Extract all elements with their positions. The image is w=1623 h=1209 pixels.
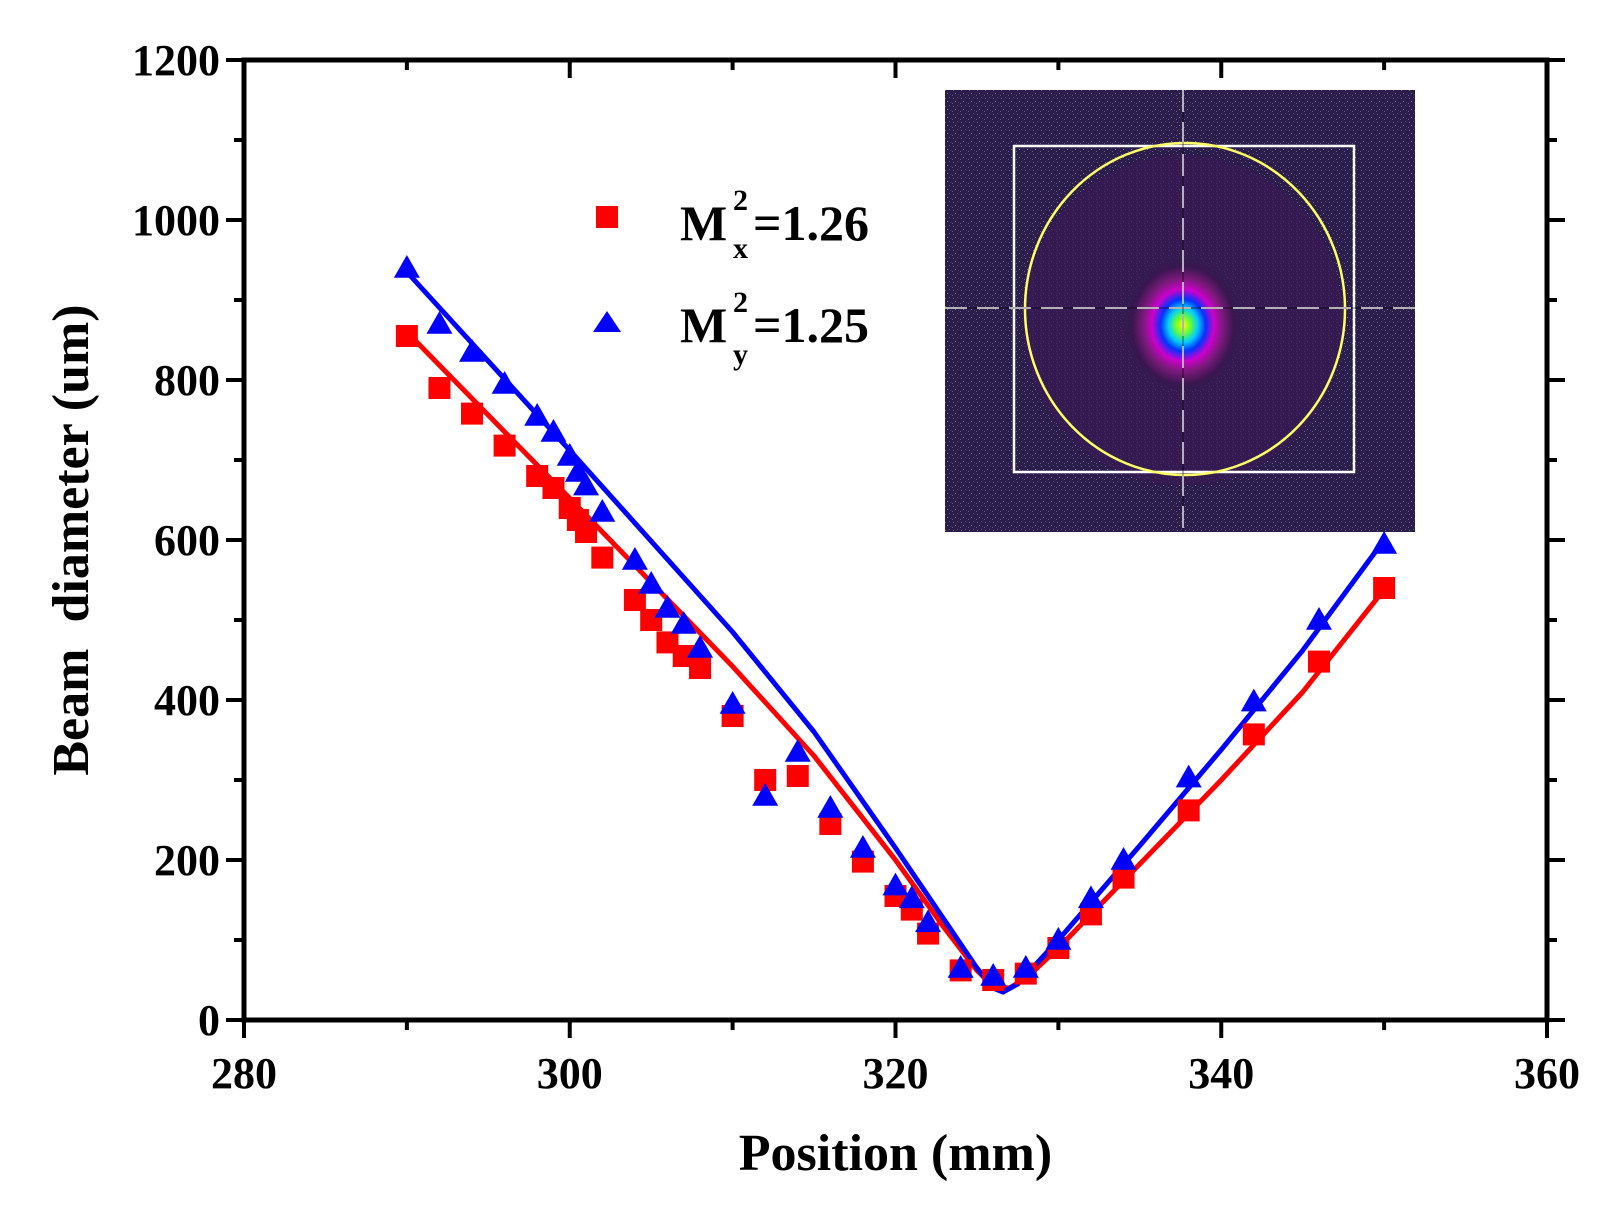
legend-value-y: =1.25 [753,297,869,353]
data-point-y [621,547,648,570]
legend-sub-y: y [733,338,748,371]
data-point-x [428,377,451,399]
data-point-x [623,589,646,611]
data-point-y [915,909,942,933]
data-point-x [754,769,777,791]
data-point-x [461,402,484,425]
y-tick-label: 1000 [132,196,220,245]
data-point-x [1307,650,1330,673]
data-point-y [752,783,779,806]
x-tick-label: 320 [863,1049,929,1098]
data-point-y [1305,607,1332,630]
data-point-y [1012,955,1039,978]
data-point-x [1242,723,1265,746]
x-tick-label: 340 [1188,1049,1254,1098]
legend-sup-y: 2 [733,286,748,319]
data-point-y [1110,847,1137,870]
x-tick-label: 360 [1514,1049,1580,1098]
legend-marker-x [596,206,618,228]
data-point-y [817,795,844,818]
data-point-x [1112,866,1135,889]
data-point-y [1371,531,1398,554]
data-point-y [540,419,567,442]
data-point-x [1079,903,1102,926]
legend-label-x: M [680,195,727,251]
data-point-y [784,739,811,762]
data-point-y [1175,764,1202,788]
data-point-y [719,691,746,714]
data-point-y [524,403,551,426]
legend-marker-y [593,311,621,332]
data-point-y [947,955,974,978]
data-point-y [898,885,925,909]
data-point-y [638,571,665,594]
y-tick-label: 1200 [132,36,220,85]
data-point-x [493,434,516,457]
data-point-y [687,635,714,658]
data-point-x [689,657,712,679]
data-point-x [819,813,842,835]
y-axis-title: Beam diameter (um) [43,304,100,775]
data-point-y [556,443,583,466]
data-point-y [491,371,518,394]
data-point-y [426,311,453,334]
data-point-y [882,872,909,896]
data-point-y [1077,885,1104,909]
legend-sup-x: 2 [733,184,748,217]
legend-sub-x: x [733,232,748,265]
data-point-y [589,499,616,522]
beam-profile-inset [945,90,1415,532]
x-axis-title: Position (mm) [739,1125,1052,1182]
data-point-x [575,521,598,543]
x-tick-label: 300 [537,1049,603,1098]
legend-label-y: M [680,297,727,353]
data-point-y [980,963,1007,986]
data-point-y [573,472,600,496]
data-point-x [1373,577,1396,599]
y-tick-label: 400 [154,676,220,725]
x-tick-label: 280 [211,1049,277,1098]
legend-value-x: =1.26 [753,195,869,251]
data-point-y [654,595,681,618]
data-point-y [670,611,697,634]
data-point-x [542,477,565,499]
data-point-x [786,765,809,787]
data-point-x [395,325,418,347]
data-point-y [1240,688,1267,712]
data-point-y [393,255,420,278]
data-point-x [1177,799,1200,822]
data-point-y [459,339,486,362]
y-tick-label: 200 [154,836,220,885]
y-tick-label: 600 [154,516,220,565]
data-point-y [849,835,876,858]
data-point-y [1045,927,1072,950]
y-tick-label: 0 [198,996,220,1045]
legend: M 2 x =1.26 M 2 y =1.25 [593,184,869,371]
data-point-x [591,546,614,569]
y-tick-label: 800 [154,356,220,405]
